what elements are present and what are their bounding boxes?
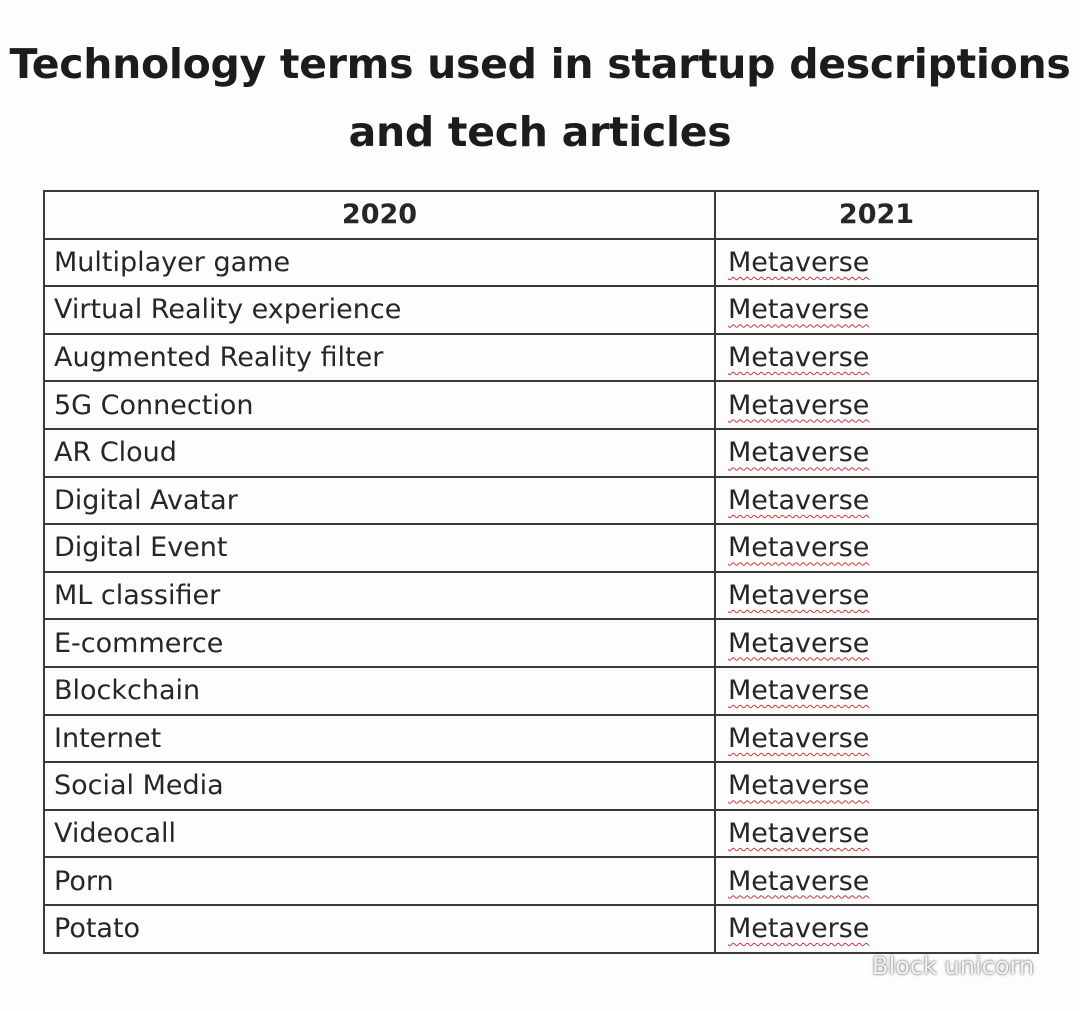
term-2021-cell: Metaverse (714, 332, 1039, 383)
table-row: AR Cloud Metaverse (43, 427, 1039, 478)
term-2020-text: Potato (54, 913, 141, 945)
term-2021-text: Metaverse (728, 627, 870, 659)
term-2020-cell: Digital Event (43, 523, 716, 573)
term-2021-cell: Metaverse (714, 427, 1039, 478)
term-2020-text: Porn (54, 865, 114, 897)
term-2020-cell: E-commerce (43, 618, 716, 668)
title-line-2: and tech articles (348, 108, 732, 156)
table-row: Multiplayer game Metaverse (43, 237, 1039, 288)
term-2021-cell: Metaverse (714, 285, 1039, 335)
term-2021-cell: Metaverse (714, 475, 1039, 526)
column-header-2021: 2021 (714, 190, 1039, 240)
term-2021-text: Metaverse (728, 675, 870, 707)
term-2021-text: Metaverse (728, 342, 870, 374)
table-row: ML classifier Metaverse (43, 570, 1039, 621)
term-2020-cell: Multiplayer game (43, 237, 716, 288)
term-2020-text: Internet (54, 722, 162, 754)
term-2020-cell: Porn (43, 856, 716, 906)
table-row: Porn Metaverse (43, 856, 1039, 906)
term-2021-text: Metaverse (728, 865, 870, 897)
term-2021-text: Metaverse (728, 294, 870, 326)
term-2021-text: Metaverse (728, 913, 870, 945)
term-2021-cell: Metaverse (714, 380, 1039, 430)
term-2020-cell: Blockchain (43, 665, 716, 716)
term-2020-text: AR Cloud (54, 437, 177, 469)
table-row: Blockchain Metaverse (43, 665, 1039, 716)
term-2020-cell: Social Media (43, 761, 716, 811)
table-row: Digital Event Metaverse (43, 523, 1039, 573)
term-2021-cell: Metaverse (714, 237, 1039, 288)
term-2020-text: Virtual Reality experience (54, 294, 402, 326)
term-2020-text: Digital Event (54, 532, 228, 564)
term-2021-text: Metaverse (728, 722, 870, 754)
table-row: 5G Connection Metaverse (43, 380, 1039, 430)
table-row: E-commerce Metaverse (43, 618, 1039, 668)
term-2020-text: Augmented Reality filter (54, 342, 384, 374)
page-title: Technology terms used in startup descrip… (0, 30, 1080, 166)
term-2021-cell: Metaverse (714, 808, 1039, 859)
term-2021-cell: Metaverse (714, 665, 1039, 716)
watermark-text: Block unicorn (872, 952, 1035, 980)
table-row: Digital Avatar Metaverse (43, 475, 1039, 526)
term-2020-cell: Virtual Reality experience (43, 285, 716, 335)
term-2021-cell: Metaverse (714, 903, 1039, 954)
table-row: Virtual Reality experience Metaverse (43, 285, 1039, 335)
term-2020-text: Multiplayer game (54, 246, 291, 278)
term-2020-text: Digital Avatar (54, 484, 238, 516)
table-row: Internet Metaverse (43, 713, 1039, 764)
term-2020-text: Videocall (54, 818, 177, 850)
term-2020-cell: Digital Avatar (43, 475, 716, 526)
term-2021-cell: Metaverse (714, 570, 1039, 621)
term-2020-text: ML classifier (54, 580, 221, 612)
term-2021-text: Metaverse (728, 580, 870, 612)
term-2020-cell: 5G Connection (43, 380, 716, 430)
term-2021-text: Metaverse (728, 246, 870, 278)
term-2020-text: E-commerce (54, 627, 224, 659)
term-2021-cell: Metaverse (714, 761, 1039, 811)
table-row: Potato Metaverse (43, 903, 1039, 954)
term-2021-text: Metaverse (728, 818, 870, 850)
term-2020-cell: Videocall (43, 808, 716, 859)
term-2020-text: Blockchain (54, 675, 201, 707)
term-2020-text: 5G Connection (54, 389, 254, 421)
term-2020-cell: Internet (43, 713, 716, 764)
term-2020-cell: AR Cloud (43, 427, 716, 478)
term-2021-cell: Metaverse (714, 856, 1039, 906)
table-row: Videocall Metaverse (43, 808, 1039, 859)
term-2021-text: Metaverse (728, 770, 870, 802)
term-2020-text: Social Media (54, 770, 224, 802)
term-2020-cell: Augmented Reality filter (43, 332, 716, 383)
table-header-row: 2020 2021 (43, 190, 1039, 240)
term-2021-text: Metaverse (728, 484, 870, 516)
term-2021-text: Metaverse (728, 437, 870, 469)
term-2021-cell: Metaverse (714, 713, 1039, 764)
term-2021-cell: Metaverse (714, 523, 1039, 573)
terms-table: 2020 2021 Multiplayer game Metaverse Vir… (43, 190, 1039, 954)
wechat-icon (838, 954, 867, 976)
term-2020-cell: Potato (43, 903, 716, 954)
column-header-2020: 2020 (43, 190, 716, 240)
table-row: Social Media Metaverse (43, 761, 1039, 811)
term-2020-cell: ML classifier (43, 570, 716, 621)
term-2021-text: Metaverse (728, 532, 870, 564)
table-row: Augmented Reality filter Metaverse (43, 332, 1039, 383)
term-2021-text: Metaverse (728, 389, 870, 421)
term-2021-cell: Metaverse (714, 618, 1039, 668)
watermark: Block unicorn (838, 948, 1034, 984)
title-line-1: Technology terms used in startup descrip… (9, 40, 1071, 88)
